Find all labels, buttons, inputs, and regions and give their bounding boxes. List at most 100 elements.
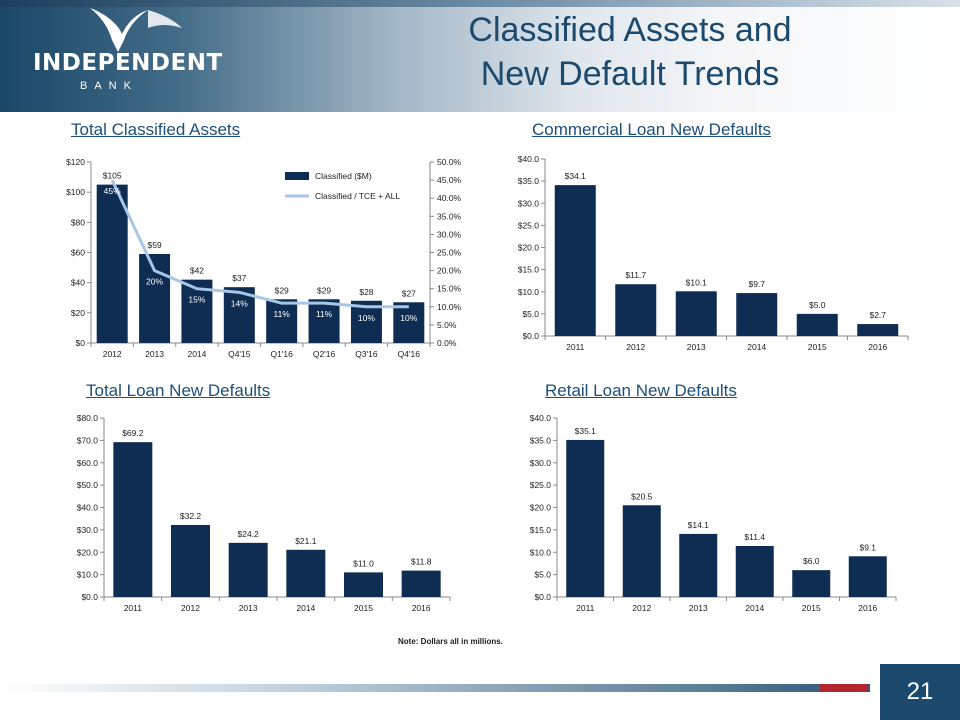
commercial-bar-label: $9.7	[748, 279, 765, 289]
commercial-bar	[736, 293, 778, 336]
retail-y-tick-label: $5.0	[534, 570, 551, 580]
commercial-bar-label: $34.1	[565, 171, 587, 181]
classified-chart-title: Total Classified Assets	[71, 120, 241, 139]
classified-ratio-label: 11%	[273, 309, 290, 319]
total-x-tick-label: 2015	[354, 603, 373, 613]
commercial-x-tick-label: 2012	[626, 342, 645, 352]
classified-y2-tick-label: 25.0%	[437, 248, 462, 258]
commercial-bar-label: $5.0	[809, 300, 826, 310]
classified-ratio-label: 10%	[400, 313, 417, 323]
total-y-tick-label: $0.0	[81, 592, 98, 602]
classified-y-tick-label: $0	[76, 338, 86, 348]
classified-y2-tick-label: 30.0%	[437, 229, 462, 239]
classified-x-tick-label: Q1'16	[270, 349, 293, 359]
total-x-tick-label: 2013	[239, 603, 258, 613]
retail-bar-label: $9.1	[859, 542, 876, 552]
classified-ratio-label: 15%	[188, 295, 205, 305]
total-y-tick-label: $30.0	[77, 525, 99, 535]
retail-bar-label: $14.1	[688, 520, 710, 530]
classified-ratio-label: 20%	[146, 277, 163, 287]
commercial-y-tick-label: $20.0	[518, 243, 540, 253]
total-bar	[171, 524, 210, 597]
classified-y2-tick-label: 10.0%	[437, 302, 462, 312]
retail-x-tick-label: 2011	[576, 603, 595, 613]
classified-y-tick-label: $80	[71, 217, 85, 227]
classified-bar-label: $37	[232, 273, 246, 283]
classified-bar	[393, 302, 425, 343]
classified-x-tick-label: 2013	[145, 349, 164, 359]
total-bar-label: $11.8	[411, 557, 432, 567]
total-y-tick-label: $40.0	[77, 503, 99, 513]
retail-bar	[679, 533, 718, 597]
commercial-x-tick-label: 2011	[566, 342, 585, 352]
retail-x-tick-label: 2016	[858, 603, 877, 613]
commercial-bar	[796, 313, 838, 336]
classified-bar-label: $27	[402, 288, 416, 298]
total-chart-title: Total Loan New Defaults	[86, 381, 271, 400]
commercial-x-tick-label: 2013	[687, 342, 706, 352]
page-number: 21	[880, 664, 960, 720]
retail-x-tick-label: 2012	[632, 603, 651, 613]
footnote: Note: Dollars all in millions.	[398, 637, 503, 646]
retail-bar	[792, 570, 831, 597]
commercial-y-tick-label: $10.0	[518, 287, 540, 297]
classified-y2-tick-label: 45.0%	[437, 175, 462, 185]
classified-bar-label: $42	[190, 266, 204, 276]
classified-y2-tick-label: 0.0%	[437, 338, 457, 348]
total-x-tick-label: 2012	[181, 603, 200, 613]
retail-bar-label: $6.0	[803, 556, 820, 566]
commercial-chart-title: Commercial Loan New Defaults	[532, 120, 772, 139]
total-bar	[401, 570, 441, 597]
classified-ratio-label: 14%	[231, 298, 248, 308]
commercial-bar	[857, 324, 899, 336]
retail-bar	[622, 505, 661, 597]
classified-x-tick-label: 2014	[187, 349, 206, 359]
total-y-tick-label: $20.0	[77, 547, 99, 557]
header-top-band	[0, 0, 960, 7]
total-x-tick-label: 2011	[124, 603, 143, 613]
classified-bar-label: $29	[317, 285, 331, 295]
commercial-bar-label: $10.1	[686, 277, 708, 287]
eagle-icon	[90, 8, 182, 52]
header-banner: INDEPENDENT BANK Classified Assets and N…	[0, 0, 960, 112]
classified-ratio-label: 45%	[104, 186, 121, 196]
footer-strip	[0, 684, 870, 692]
classified-y2-tick-label: 40.0%	[437, 193, 462, 203]
classified-ratio-label: 11%	[316, 309, 333, 319]
commercial-x-tick-label: 2016	[868, 342, 887, 352]
commercial-y-tick-label: $35.0	[518, 176, 540, 186]
retail-bar-label: $35.1	[575, 426, 597, 436]
classified-x-tick-label: 2012	[103, 349, 122, 359]
classified-y-tick-label: $40	[71, 278, 85, 288]
total-bar-label: $24.2	[238, 529, 260, 539]
classified-ratio-label: 10%	[358, 313, 375, 323]
retail-y-tick-label: $10.0	[530, 547, 552, 557]
page-title-line2: New Default Trends	[480, 55, 780, 93]
commercial-y-tick-label: $30.0	[518, 198, 540, 208]
retail-bar	[848, 556, 887, 597]
classified-legend-label-line: Classified / TCE + ALL	[315, 191, 400, 201]
classified-x-tick-label: Q4'15	[228, 349, 251, 359]
classified-bar-label: $105	[103, 171, 122, 181]
retail-bar-label: $20.5	[631, 491, 653, 501]
total-bar	[113, 442, 153, 597]
classified-legend-swatch-bar	[285, 172, 309, 180]
total-y-tick-label: $80.0	[77, 413, 99, 423]
logo-subtitle: BANK	[80, 80, 138, 92]
retail-y-tick-label: $25.0	[530, 480, 552, 490]
retail-y-tick-label: $35.0	[530, 435, 552, 445]
retail-y-tick-label: $30.0	[530, 458, 552, 468]
commercial-x-tick-label: 2014	[747, 342, 766, 352]
retail-y-tick-label: $15.0	[530, 525, 552, 535]
commercial-bar	[554, 185, 596, 336]
total-bar-label: $21.1	[295, 536, 317, 546]
classified-bar-label: $59	[147, 240, 161, 250]
classified-x-tick-label: Q2'16	[313, 349, 336, 359]
footer-accent	[820, 684, 868, 692]
classified-y2-tick-label: 50.0%	[437, 157, 462, 167]
classified-bar	[308, 299, 340, 343]
total-y-tick-label: $70.0	[77, 435, 99, 445]
commercial-bar	[675, 291, 717, 336]
